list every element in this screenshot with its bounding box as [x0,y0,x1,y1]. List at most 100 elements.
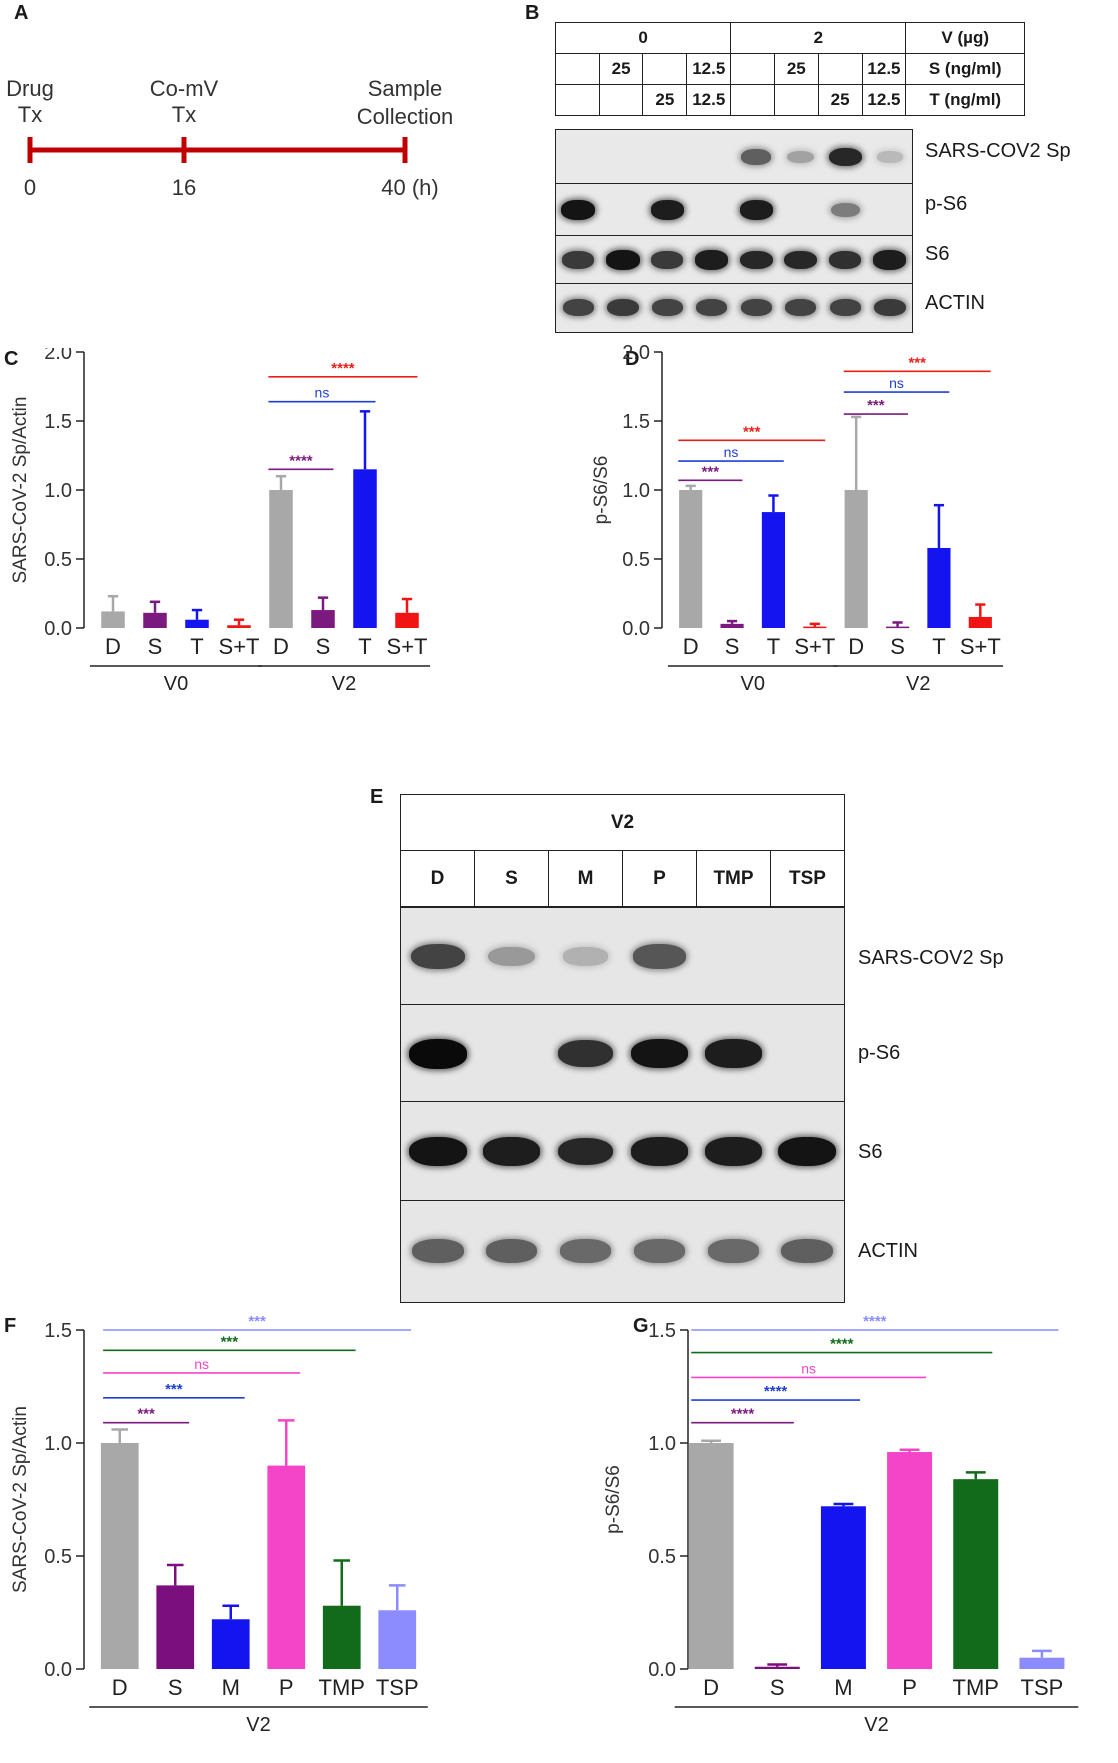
blot-e-band [557,1137,614,1166]
blot-b-band [873,298,906,317]
y-tick-label: 2.0 [622,342,650,364]
s-cell [642,53,688,85]
blot-e-group-label: V2 [401,795,844,851]
x-tick-label: S [890,634,905,659]
blot-b-row-label-s6: S6 [925,243,950,265]
comv-tx-label-1: Co-mV [150,76,219,101]
blot-e-band [704,1137,762,1166]
bar [322,1605,361,1669]
y-tick-label: 0.5 [44,1546,72,1568]
bar [927,547,951,628]
blot-e-header: V2 D S M P TMP TSP [400,794,845,907]
blot-e-lane-label: D [401,851,475,906]
x-tick-label: S [770,1675,785,1700]
y-tick-label: 1.5 [44,411,72,433]
y-tick-label: 0.5 [44,549,72,571]
s-cell: 25 [598,53,644,85]
blot-e-band [560,1239,611,1263]
y-tick-label: 0.0 [622,618,650,640]
x-tick-label: S+T [960,634,1001,659]
t-cell: 12.5 [686,84,732,116]
x-tick-label: T [767,634,780,659]
blot-b-row-label-ps6: p-S6 [925,193,968,215]
y-tick-label: 2.0 [44,348,72,364]
blot-b-band [739,200,773,220]
blot-b-blot-row [556,184,912,236]
blot-b-band [876,151,903,163]
bar [353,469,377,628]
bar [267,1465,306,1669]
blot-b-band [650,200,684,220]
blot-b-band [651,298,683,317]
y-tick-label: 1.0 [622,480,650,502]
blot-e-row-label-s6: S6 [858,1141,883,1163]
x-tick-label: TMP [953,1675,999,1700]
panel-letter-d: D [625,348,640,370]
y-tick-label: 0.5 [622,549,650,571]
blot-b-blot-row [556,236,912,284]
timeline-tick-label-0: 0 [24,175,36,200]
blot-b-band [829,250,862,270]
significance-label: *** [137,1406,155,1423]
s-cell [817,53,863,85]
y-tick-label: 0.0 [648,1659,676,1681]
s-cell [730,53,775,85]
s-cell: 12.5 [861,53,907,85]
significance-label: **** [764,1383,788,1400]
significance-label: *** [248,1315,266,1330]
panel-letter-f: F [4,1315,17,1337]
blot-e-lane-label: TMP [697,851,771,906]
blot-e-lane-row: D S M P TMP TSP [401,851,844,906]
t-cell [730,84,775,116]
group-label: V2 [906,673,930,695]
y-tick-label: 0.0 [44,1659,72,1681]
bar [211,1619,250,1669]
y-tick-label: 1.5 [44,1320,72,1342]
blot-b-band [739,250,773,270]
bar [143,612,167,628]
bar [395,612,419,628]
blot-e-band [704,1039,762,1068]
blot-e-band [488,946,536,967]
x-tick-label: D [105,634,121,659]
blot-e-blot-row [401,1102,844,1201]
bar-chart-c: 0.0 0.5 1.0 1.5 2.0 SARS-CoV-2 Sp/Actin D S T S+T… [10,348,431,695]
x-tick-label: P [902,1675,917,1700]
x-tick-label: TSP [376,1675,419,1700]
blot-e-band [412,1239,464,1263]
bar-chart-d: 0.0 0.5 1.0 1.5 2.0 p-S6/S6 D S T S+T D S T S+T V0 V2 **… [591,342,1004,695]
y-axis-label: SARS-CoV-2 Sp/Actin [10,397,31,584]
bar-chart-f: 0.0 0.5 1.0 1.5 SARS-CoV-2 Sp/Actin D S M P TMP TS… [10,1315,428,1736]
bar [754,1666,800,1669]
blot-e-band [562,947,609,966]
x-tick-label: S [316,634,331,659]
t-cell: 12.5 [861,84,907,116]
blot-e-row-label-ps6: p-S6 [858,1042,901,1064]
blot-e-band [707,1239,759,1263]
bar [761,512,786,628]
x-tick-label: S+T [219,634,260,659]
significance-label: ns [315,385,330,401]
blot-b-band [830,202,860,218]
x-tick-label: M [222,1675,240,1700]
bar [311,610,335,628]
bar [720,623,744,628]
group-label: V2 [332,673,356,695]
significance-label: *** [743,423,761,440]
timeline-panel: Drug Tx Co-mV Tx Sample Collection 0 16 … [6,76,453,200]
v-label: V (µg) [905,22,1025,54]
significance-label: *** [867,397,885,414]
x-tick-label: D [273,634,289,659]
bar [820,1506,866,1669]
comv-tx-label-2: Tx [172,102,196,127]
v-group-2: 2 [730,22,907,54]
significance-label: **** [830,1336,854,1353]
bar [1019,1657,1065,1669]
blot-e-band [409,1136,467,1167]
blot-e-lane-label: S [475,851,549,906]
blot-b-band [561,200,596,220]
timeline-tick-label-16: 16 [172,175,196,200]
x-tick-label: M [834,1675,852,1700]
blot-e-row-label-sp: SARS-COV2 Sp [858,947,1004,969]
blot-b-band [605,250,640,270]
